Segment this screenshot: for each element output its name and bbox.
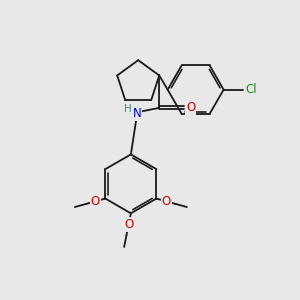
Text: N: N	[133, 107, 142, 120]
Text: O: O	[124, 218, 133, 231]
Text: O: O	[162, 195, 171, 208]
Text: O: O	[91, 195, 100, 208]
Text: H: H	[124, 104, 132, 114]
Text: O: O	[186, 101, 195, 114]
Text: Cl: Cl	[245, 83, 257, 96]
